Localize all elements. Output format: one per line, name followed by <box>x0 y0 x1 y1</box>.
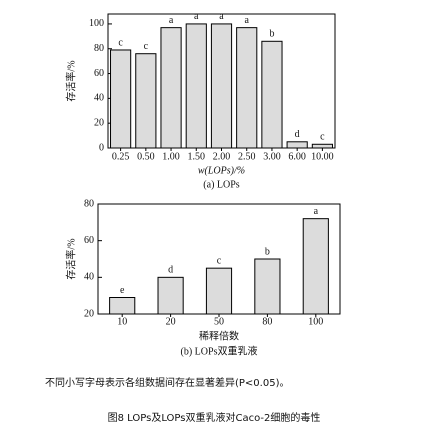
y-axis-label: 存活率/% <box>64 60 77 101</box>
y-tick-label: 40 <box>94 93 104 104</box>
significance-letter: d <box>168 265 173 276</box>
y-tick-label: 80 <box>84 198 94 209</box>
significance-letter: a <box>169 15 174 26</box>
significance-letter: c <box>320 132 325 143</box>
bar <box>302 218 329 315</box>
x-axis-label: 稀释倍数 <box>199 329 239 342</box>
significance-letter: e <box>120 285 125 296</box>
y-tick-label: 60 <box>94 68 104 79</box>
y-axis-label: 存活率/% <box>64 238 77 279</box>
y-tick-label: 80 <box>94 43 104 54</box>
y-tick-label: 20 <box>94 117 104 128</box>
subtitle: (a) LOPs <box>203 179 239 190</box>
significance-letter: c <box>217 255 222 266</box>
bar <box>110 49 132 149</box>
bar <box>160 27 182 149</box>
caption: 图8 LOPs及LOPs双重乳液对Caco-2细胞的毒性 <box>108 411 321 424</box>
note: 不同小写字母表示各组数据间存在显著差异(P<0.05)。 <box>45 376 289 389</box>
bar <box>286 141 308 149</box>
y-tick-label: 60 <box>84 235 94 246</box>
significance-letter: a <box>244 15 249 26</box>
x-tick-label: 50 <box>214 316 224 327</box>
x-tick-label: 10 <box>117 316 127 327</box>
significance-letter: d <box>295 129 300 140</box>
bar <box>254 258 281 315</box>
bar <box>185 23 207 149</box>
x-tick-label: 20 <box>166 316 176 327</box>
y-tick-label: 20 <box>84 308 94 319</box>
bar <box>210 23 233 149</box>
subtitle: (b) LOPs双重乳液 <box>181 344 258 357</box>
y-tick-label: 40 <box>84 272 94 283</box>
significance-letter: c <box>118 37 123 48</box>
bar <box>157 276 184 315</box>
x-tick-label: 100 <box>308 316 323 327</box>
significance-letter: b <box>265 246 270 257</box>
x-tick-label: 1.50 <box>188 151 206 162</box>
y-tick-label: 100 <box>89 18 104 29</box>
x-tick-label: 6.00 <box>288 151 306 162</box>
bar <box>109 297 136 315</box>
significance-letter: a <box>314 206 319 217</box>
significance-letter: b <box>269 29 274 40</box>
bar <box>261 40 283 149</box>
x-tick-label: 2.00 <box>213 151 231 162</box>
bar <box>236 27 258 149</box>
x-tick-label: 0.50 <box>137 151 155 162</box>
bar <box>205 267 233 315</box>
x-tick-label: 1.00 <box>162 151 180 162</box>
bar <box>311 143 333 149</box>
x-tick-label: 0.25 <box>112 151 130 162</box>
significance-letter: a <box>194 11 199 22</box>
bar <box>135 53 157 149</box>
y-tick-label: 0 <box>99 142 104 153</box>
significance-letter: a <box>219 11 224 22</box>
x-tick-label: 10.00 <box>311 151 334 162</box>
x-axis-label: w(LOPs)/% <box>198 165 245 176</box>
significance-letter: c <box>144 41 149 52</box>
x-tick-label: 2.50 <box>238 151 256 162</box>
x-tick-label: 3.00 <box>263 151 281 162</box>
x-tick-label: 80 <box>262 316 272 327</box>
